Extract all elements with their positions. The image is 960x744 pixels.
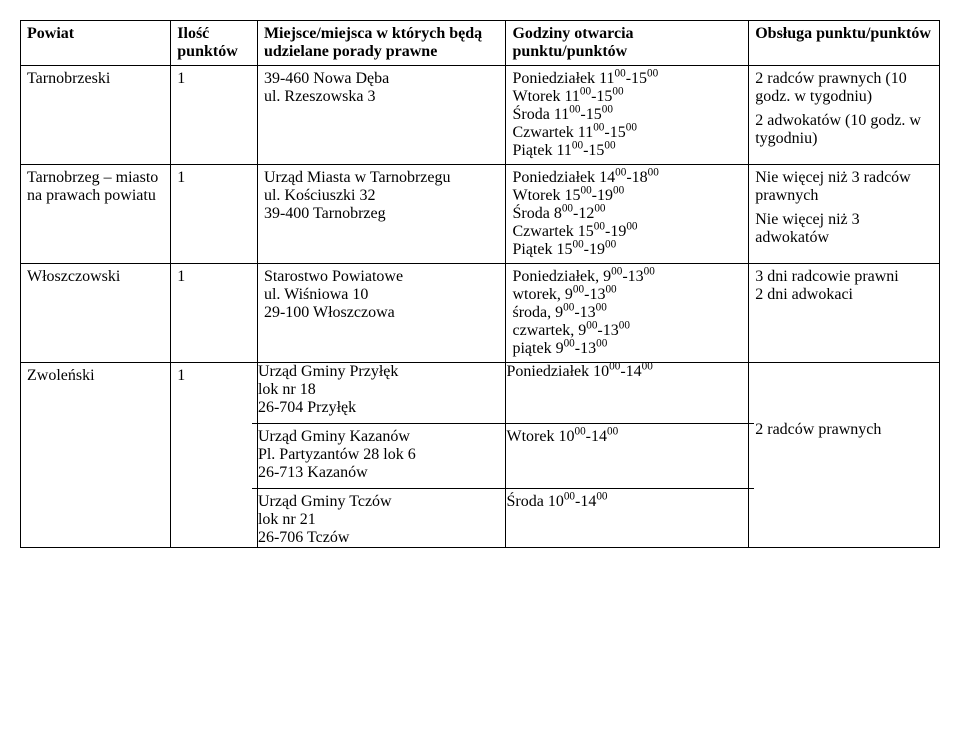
godz-line: środa, 900-1300 (512, 304, 606, 321)
cell-miejsce: 39-460 Nowa Dęba ul. Rzeszowska 3 (257, 66, 506, 165)
miejsce-line: 39-400 Tarnobrzeg (264, 205, 386, 222)
godz-subcell: Środa 1000-1400 (500, 488, 754, 547)
cell-obsluga: 2 radców prawnych (749, 363, 940, 548)
cell-obsluga: Nie więcej niż 3 radców prawnych Nie wię… (749, 165, 940, 264)
miejsce-line: 26-713 Kazanów (258, 464, 368, 481)
cell-powiat: Zwoleński (21, 363, 171, 548)
godz-subcell: Wtorek 1000-1400 (500, 423, 754, 482)
obs-line: 2 radców prawnych (10 godz. w tygodniu) (755, 70, 907, 105)
godz-line: Czwartek 1500-1900 (512, 223, 637, 240)
godz-line: Czwartek 1100-1500 (512, 124, 636, 141)
col-header-ilosc: Ilość punktów (171, 21, 258, 66)
godz-line: Poniedziałek 1000-1400 (506, 363, 652, 380)
godz-subcell: Poniedziałek 1000-1400 (500, 359, 754, 417)
col-header-powiat: Powiat (21, 21, 171, 66)
miejsce-line: 29-100 Włoszczowa (264, 304, 395, 321)
godz-line: piątek 900-1300 (512, 340, 607, 357)
miejsce-line: Urząd Gminy Przyłęk (258, 363, 398, 380)
miejsce-line: 26-704 Przyłęk (258, 399, 356, 416)
godz-line: Środa 1000-1400 (506, 493, 607, 510)
cell-powiat: Włoszczowski (21, 264, 171, 363)
miejsce-line: ul. Kościuszki 32 (264, 187, 376, 204)
godz-line: czwartek, 900-1300 (512, 322, 629, 339)
table-header-row: Powiat Ilość punktów Miejsce/miejsca w k… (21, 21, 940, 66)
miejsce-line: Urząd Gminy Kazanów (258, 428, 410, 445)
godz-line: Piątek 1500-1900 (512, 241, 616, 258)
godz-line: Wtorek 1000-1400 (506, 428, 618, 445)
miejsce-subcell: Urząd Gminy Tczów lok nr 21 26-706 Tczów (252, 488, 512, 547)
miejsce-line: Urząd Gminy Tczów (258, 493, 392, 510)
cell-powiat: Tarnobrzeski (21, 66, 171, 165)
miejsce-line: ul. Wiśniowa 10 (264, 286, 368, 303)
miejsce-line: Starostwo Powiatowe (264, 268, 403, 285)
miejsce-line: 26-706 Tczów (258, 529, 349, 546)
col-header-godziny: Godziny otwarcia punktu/punktów (506, 21, 749, 66)
cell-obsluga: 2 radców prawnych (10 godz. w tygodniu) … (749, 66, 940, 165)
cell-godziny: Poniedziałek 1100-1500 Wtorek 1100-1500 … (506, 66, 749, 165)
godz-line: Piątek 1100-1500 (512, 142, 615, 159)
cell-godziny: Poniedziałek, 900-1300 wtorek, 900-1300 … (506, 264, 749, 363)
table-row: Tarnobrzeg – miasto na prawach powiatu 1… (21, 165, 940, 264)
godz-line: Wtorek 1500-1900 (512, 187, 624, 204)
cell-miejsce: Urząd Miasta w Tarnobrzegu ul. Kościuszk… (257, 165, 506, 264)
godz-line: Środa 800-1200 (512, 205, 605, 222)
miejsce-subcell: Urząd Gminy Przyłęk lok nr 18 26-704 Prz… (252, 359, 512, 417)
cell-miejsce: Starostwo Powiatowe ul. Wiśniowa 10 29-1… (257, 264, 506, 363)
miejsce-line: Pl. Partyzantów 28 lok 6 (258, 446, 416, 463)
miejsce-line: 39-460 Nowa Dęba (264, 70, 389, 87)
cell-ilosc: 1 (171, 264, 258, 363)
cell-obsluga: 3 dni radcowie prawni 2 dni adwokaci (749, 264, 940, 363)
table-row: Tarnobrzeski 1 39-460 Nowa Dęba ul. Rzes… (21, 66, 940, 165)
miejsce-line: lok nr 18 (258, 381, 316, 398)
obs-line: Nie więcej niż 3 radców prawnych (755, 169, 910, 204)
godz-line: Poniedziałek 1400-1800 (512, 169, 658, 186)
godz-line: Wtorek 1100-1500 (512, 88, 623, 105)
obs-line: Nie więcej niż 3 adwokatów (755, 211, 859, 246)
cell-godziny: Poniedziałek 1400-1800 Wtorek 1500-1900 … (506, 165, 749, 264)
cell-ilosc: 1 (171, 363, 258, 548)
cell-godziny: Poniedziałek 1000-1400 Wtorek 1000-1400 … (506, 363, 749, 548)
godz-line: Poniedziałek, 900-1300 (512, 268, 654, 285)
miejsce-line: ul. Rzeszowska 3 (264, 88, 376, 105)
miejsce-line: lok nr 21 (258, 511, 316, 528)
obs-line: 2 adwokatów (10 godz. w tygodniu) (755, 112, 921, 147)
miejsce-subcell: Urząd Gminy Kazanów Pl. Partyzantów 28 l… (252, 423, 512, 482)
cell-ilosc: 1 (171, 165, 258, 264)
legal-points-table: Powiat Ilość punktów Miejsce/miejsca w k… (20, 20, 940, 548)
col-header-miejsce: Miejsce/miejsca w których będą udzielane… (257, 21, 506, 66)
obs-line: 3 dni radcowie prawni (755, 268, 899, 285)
table-row: Włoszczowski 1 Starostwo Powiatowe ul. W… (21, 264, 940, 363)
table-row: Zwoleński 1 Urząd Gminy Przyłęk lok nr 1… (21, 363, 940, 548)
obs-line: 2 radców prawnych (755, 421, 881, 438)
godz-line: wtorek, 900-1300 (512, 286, 616, 303)
miejsce-line: Urząd Miasta w Tarnobrzegu (264, 169, 451, 186)
obs-line: 2 dni adwokaci (755, 286, 853, 303)
cell-powiat: Tarnobrzeg – miasto na prawach powiatu (21, 165, 171, 264)
cell-miejsce: Urząd Gminy Przyłęk lok nr 18 26-704 Prz… (257, 363, 506, 548)
cell-ilosc: 1 (171, 66, 258, 165)
godz-line: Środa 1100-1500 (512, 106, 612, 123)
col-header-obsluga: Obsługa punktu/punktów (749, 21, 940, 66)
godz-line: Poniedziałek 1100-1500 (512, 70, 658, 87)
